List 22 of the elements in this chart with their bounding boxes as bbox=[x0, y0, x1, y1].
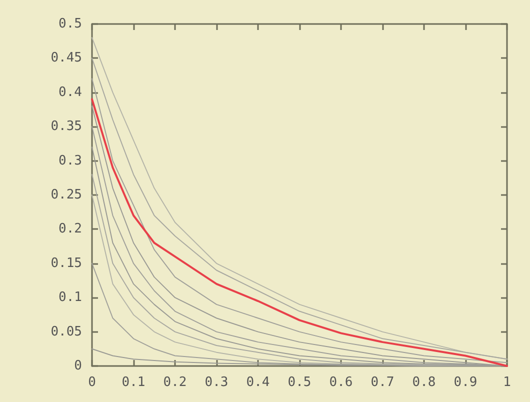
x-tick-label: 0 bbox=[88, 375, 96, 390]
y-tick-label: 0.45 bbox=[50, 50, 82, 66]
y-tick-label: 0.4 bbox=[58, 84, 82, 100]
x-tick-label: 0.7 bbox=[370, 375, 394, 390]
x-tick-label: 0.3 bbox=[204, 375, 228, 390]
x-tick-label: 0.9 bbox=[454, 375, 478, 390]
y-tick-label: 0.1 bbox=[58, 290, 82, 306]
y-tick-label: 0.05 bbox=[50, 324, 82, 340]
x-tick-label: 0.1 bbox=[122, 375, 146, 390]
x-tick-label: 0.8 bbox=[412, 375, 436, 390]
x-tick-label: 0.2 bbox=[163, 375, 187, 390]
y-tick-label: 0.5 bbox=[58, 16, 82, 32]
y-tick-label: 0.35 bbox=[50, 119, 82, 134]
y-tick-label: 0.3 bbox=[58, 153, 82, 168]
x-tick-label: 0.5 bbox=[288, 375, 312, 390]
y-tick-label: 0.25 bbox=[50, 188, 82, 202]
y-tick-label: 0.2 bbox=[58, 222, 82, 237]
y-tick-label: 0.15 bbox=[50, 256, 82, 271]
x-tick-label: 0.4 bbox=[246, 375, 270, 390]
y-tick-label: 0 bbox=[74, 358, 82, 374]
x-tick-label: 1 bbox=[503, 375, 511, 390]
x-tick-label: 0.6 bbox=[329, 375, 353, 390]
